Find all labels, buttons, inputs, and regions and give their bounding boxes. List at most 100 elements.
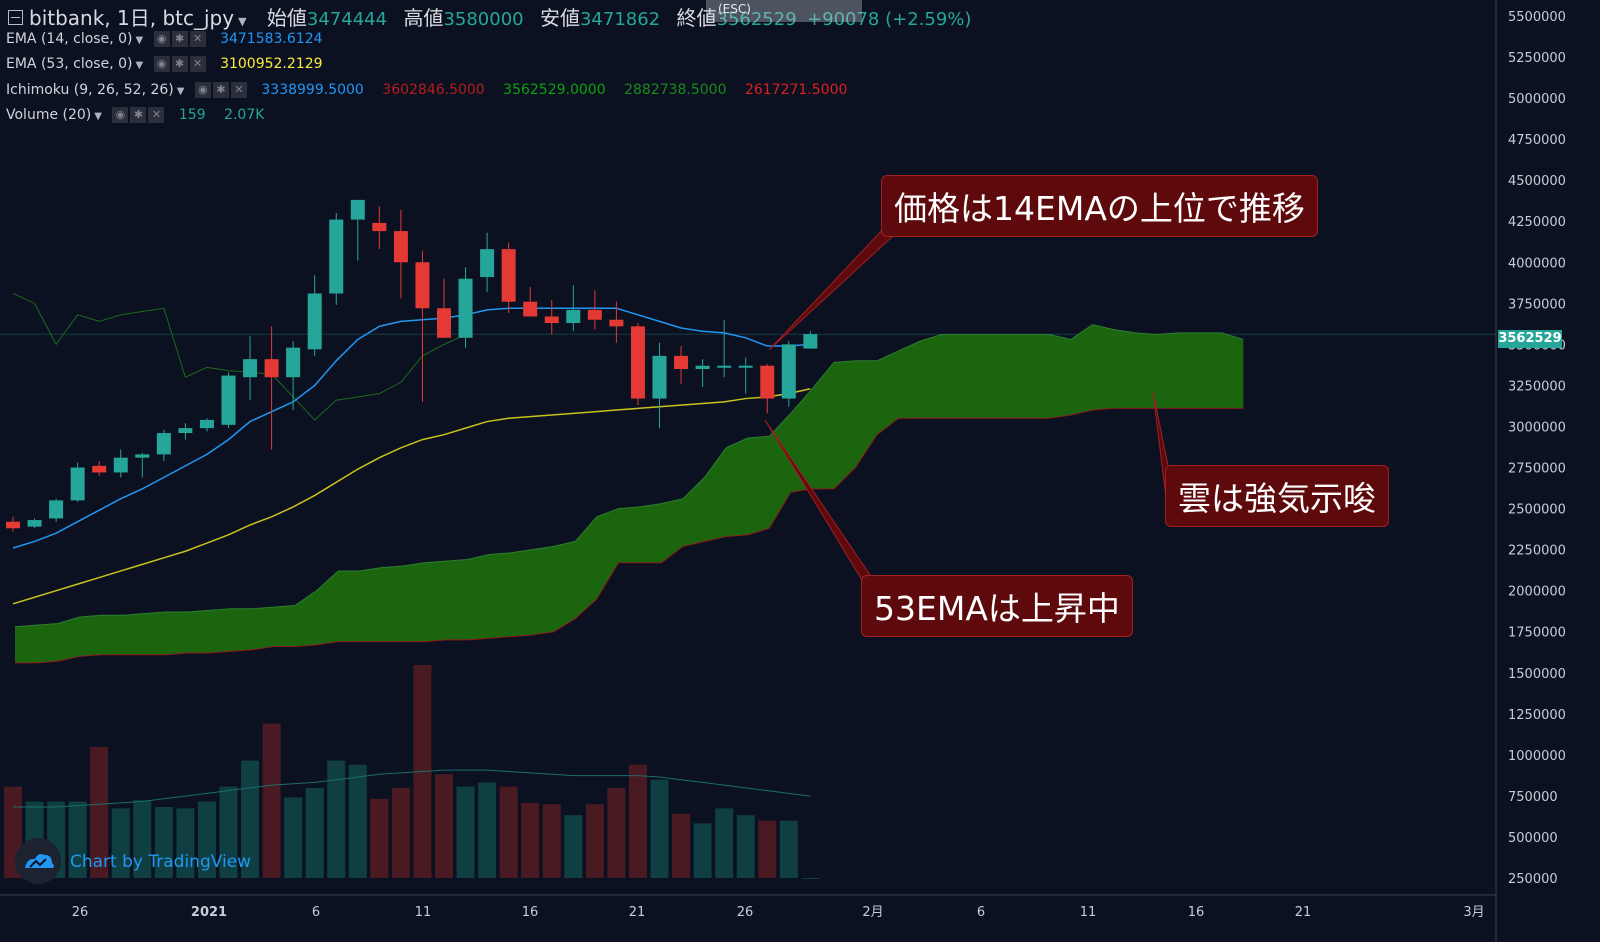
close-icon[interactable]: ✕: [189, 31, 206, 47]
volume-bar: [133, 800, 152, 878]
x-tick-label: 26: [737, 905, 754, 920]
eye-icon[interactable]: ◉: [153, 56, 170, 72]
symbol-name[interactable]: bitbank, 1日, btc_jpy: [29, 6, 235, 30]
volume-bar: [585, 804, 604, 878]
indicator-controls: ◉ ✱ ✕: [153, 56, 208, 72]
x-tick-label: 11: [1080, 905, 1097, 920]
gear-icon[interactable]: ✱: [171, 56, 188, 72]
indicator-value: 3338999.5000: [261, 82, 364, 98]
close-icon[interactable]: ✕: [230, 82, 247, 98]
ichimoku-lagging-span: [12, 293, 466, 421]
volume-bar: [672, 813, 691, 878]
close-icon[interactable]: ✕: [148, 107, 165, 123]
candle-body: [135, 454, 150, 458]
indicator-ema14[interactable]: EMA (14, close, 0) ▼ ◉ ✱ ✕ 3471583.6124: [6, 31, 337, 47]
low-value: 3471862: [579, 9, 661, 30]
candle-body: [415, 262, 430, 309]
annotation-price-above-ema14[interactable]: 価格は14EMAの上位で推移: [881, 175, 1318, 237]
x-tick-label: 3月: [1463, 905, 1484, 920]
y-tick-label: 2000000: [1508, 585, 1566, 600]
candle-body: [695, 365, 710, 370]
indicator-name[interactable]: EMA (14, close, 0): [6, 31, 133, 47]
tradingview-logo[interactable]: [15, 838, 61, 884]
indicator-value: 2.07K: [224, 107, 265, 123]
candle-body: [587, 309, 602, 320]
gear-icon[interactable]: ✱: [130, 107, 147, 123]
annotation-ema53-rising[interactable]: 53EMAは上昇中: [861, 575, 1133, 637]
gear-icon[interactable]: ✱: [212, 82, 229, 98]
volume-bar: [154, 807, 173, 878]
indicator-ema53[interactable]: EMA (53, close, 0) ▼ ◉ ✱ ✕ 3100952.2129: [6, 56, 337, 72]
y-tick-label: 3250000: [1508, 379, 1566, 394]
y-tick-label: 1750000: [1508, 626, 1566, 641]
indicator-ichimoku[interactable]: Ichimoku (9, 26, 52, 26) ▼ ◉ ✱ ✕ 3338999.50…: [6, 82, 861, 98]
volume-bar: [650, 779, 669, 878]
annotation-cloud-bullish[interactable]: 雲は強気示唆: [1165, 465, 1389, 527]
indicator-name[interactable]: EMA (53, close, 0): [6, 56, 133, 72]
indicator-name[interactable]: Ichimoku (9, 26, 52, 26): [6, 82, 174, 98]
indicator-value: 3602846.5000: [382, 82, 485, 98]
candle-body: [803, 334, 818, 349]
symbol-header: bitbank, 1日, btc_jpy ▼ 始値3474444 高値358000…: [8, 2, 971, 31]
candle-body: [243, 359, 258, 378]
volume-bar: [456, 786, 475, 878]
high-label: 高値: [403, 6, 444, 30]
chevron-down-icon[interactable]: ▼: [135, 60, 144, 71]
volume-bar: [90, 746, 109, 878]
eye-icon[interactable]: ◉: [153, 31, 170, 47]
x-tick-label: 16: [522, 905, 539, 920]
chevron-down-icon[interactable]: ▼: [135, 35, 144, 46]
y-tick-label: 3000000: [1508, 420, 1566, 435]
eye-icon[interactable]: ◉: [194, 82, 211, 98]
candle-body: [221, 375, 236, 425]
chevron-down-icon[interactable]: ▼: [94, 111, 102, 122]
volume-bar: [262, 723, 281, 878]
candle-body: [329, 219, 344, 294]
volume-bar: [435, 774, 453, 878]
high-value: 3580000: [443, 9, 524, 30]
y-tick-label: 4000000: [1508, 256, 1566, 271]
volume-bar: [241, 760, 260, 878]
candle-body: [199, 419, 214, 429]
candle-body: [717, 365, 732, 368]
eye-icon[interactable]: ◉: [112, 107, 129, 123]
gear-icon[interactable]: ✱: [171, 31, 188, 47]
volume-bar: [197, 801, 216, 878]
candle-body: [27, 520, 42, 527]
volume-bar: [111, 808, 130, 878]
chevron-down-icon[interactable]: ▼: [176, 86, 185, 97]
x-tick-label: 26: [72, 905, 89, 920]
close-icon[interactable]: ✕: [189, 56, 206, 72]
candle-body: [566, 309, 581, 324]
volume-bar: [779, 820, 798, 878]
change-value: +90078 (+2.59%): [807, 9, 972, 30]
y-tick-label: 2500000: [1508, 503, 1566, 518]
candle-body: [49, 500, 64, 519]
indicator-value: 3562529.0000: [503, 82, 606, 98]
chevron-down-icon[interactable]: ▼: [238, 15, 247, 28]
y-tick-label: 2250000: [1508, 544, 1566, 559]
candle-body: [113, 457, 128, 473]
indicator-value: 2617271.5000: [744, 82, 848, 98]
candle-body: [781, 344, 796, 399]
indicator-name[interactable]: Volume (20): [6, 107, 92, 123]
volume-bar: [499, 786, 518, 878]
low-label: 安値: [539, 6, 580, 30]
candle-body: [609, 319, 624, 327]
volume-bar: [564, 815, 583, 878]
indicator-volume[interactable]: Volume (20) ▼ ◉ ✱ ✕ 159 2.07K: [6, 107, 278, 123]
open-value: 3474444: [306, 9, 388, 30]
candle-body: [544, 316, 559, 324]
candle-body: [307, 293, 322, 350]
candle-body: [70, 467, 85, 501]
indicator-controls: ◉ ✱ ✕: [153, 31, 208, 47]
indicator-value: 3100952.2129: [220, 56, 323, 72]
volume-bar: [305, 787, 324, 878]
tradingview-credit[interactable]: Chart by TradingView: [70, 852, 252, 872]
esc-badge[interactable]: (ESC): [706, 0, 862, 22]
collapse-icon[interactable]: [8, 10, 23, 25]
volume-bar: [758, 820, 777, 878]
volume-bar: [693, 823, 712, 878]
volume-bar: [391, 787, 410, 878]
